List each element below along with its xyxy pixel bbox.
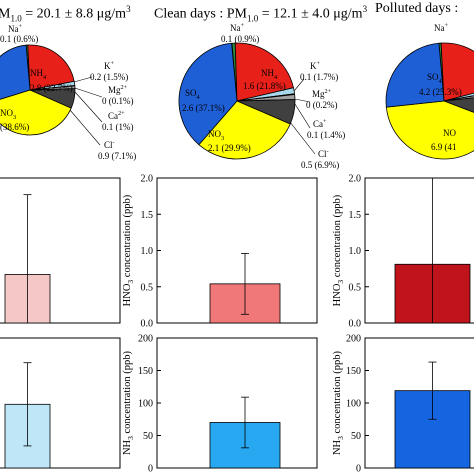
pie-polluted-slice-4 [443,95,474,102]
pie-all-label-no3-value: (38.6%) [0,122,29,132]
bar-hno3-polluted-ytick-label-4: 2.0 [349,174,362,185]
pie-polluted-slice-7 [385,42,445,108]
bar-hno3-polluted-ylabel: HNO3 concentration (ppb) [332,194,345,306]
pie-all-label-k-value: 0.2 (1.5%) [90,72,128,82]
bar-nh3-polluted-ytick-label-2: 100 [346,399,361,410]
pie-all-label-cl-value: 0.9 (7.1%) [98,151,136,161]
pie-polluted-label-so4-value: 4.2 (25.3%) [419,87,462,97]
pie-clean-leader-mg [294,98,311,103]
pie-clean-slice-7 [178,42,238,146]
pie-polluted-label-so4-name: SO4 [427,72,443,85]
pie-all-leader-k [73,76,93,83]
pie-all-label-nh4-name: NH4 [30,68,47,81]
pie-polluted-slice-5 [443,97,474,113]
pie-all-label-k-name: K+ [104,60,115,71]
pie-all-leader-ca [74,91,103,123]
bar-nh3-polluted-ytick-label-0: 0 [356,464,361,474]
pie-clean-label-cl-value: 0.5 (6.9%) [301,160,339,170]
pie-clean-label-mg-name: Mg2+ [312,88,332,99]
pie-clean-label-so4-name: SO4 [185,88,201,101]
pie-clean-label-k-name: K+ [310,60,321,71]
pie-all-label-mg-value: 0 (0.1%) [102,96,134,106]
title-clean-days: Clean days : PM1.0 = 12.1 ± 4.0 μg/m3 [154,4,368,24]
pie-clean-label-nh4-value: 1.6 (21.8%) [243,81,286,91]
pie-clean-label-nh4-name: NH4 [261,68,278,81]
bar-nh3-clean-ylabel: NH3 concentration (ppb) [122,350,135,455]
bar-nh3-polluted-ytick-label-3: 150 [346,366,361,377]
bar-hno3-polluted-ytick-label-2: 1.0 [349,246,362,257]
bar-nh3-clean-ytick-label-3: 150 [138,366,153,377]
title-all-days: M1.0 = 20.1 ± 8.8 μg/m3 [0,4,131,24]
pie-clean-label-no3-name: NO3 [208,129,224,142]
pie-all-label-na-value: 0.1 (0.6%) [0,34,38,44]
bar-hno3-clean-ytick-label-4: 2.0 [141,174,154,185]
pie-all-label-nh4-value: 2.8 (22.7%) [30,83,73,93]
bar-hno3-clean-ytick-label-2: 1.0 [141,246,154,257]
pie-clean-leader-ca [294,103,311,129]
pie-all-leader-cl [69,109,101,146]
bar-nh3-polluted-ytick-label-1: 50 [351,431,361,442]
pie-polluted-label-na-name: Na+ [434,22,449,33]
pie-clean-leader-cl [289,121,316,155]
pie-clean-leader-k [293,78,305,92]
bar-nh3-all-frame [0,337,121,469]
pie-all-slice-1 [27,44,75,91]
title-polluted-days: Polluted days : [375,1,459,16]
bar-nh3-clean-ytick-label-4: 200 [138,334,153,345]
bar-nh3-clean-ytick-label-1: 50 [143,431,153,442]
pie-polluted-slice-2 [443,92,474,102]
pie-clean-slice-1 [234,42,294,102]
bar-nh3-clean-ytick-label-0: 0 [148,464,153,474]
pie-clean-label-so4-value: 2.6 (37.1%) [182,103,225,113]
pie-polluted-slice-6 [385,100,474,160]
pie-clean-label-no3-value: 2.1 (29.9%) [208,143,251,153]
pie-all-label-na-name: Na+ [8,23,23,34]
pie-all-leader-mg [74,87,103,98]
pie-clean-label-na-name: Na+ [230,22,245,33]
bar-nh3-polluted-ytick-label-4: 200 [346,334,361,345]
pie-all-label-mg-name: Mg2+ [108,84,128,95]
pie-clean-label-ca-name: Ca+ [313,118,327,129]
bar-hno3-polluted-ytick-label-0: 0.0 [349,319,362,330]
pie-clean-label-k-value: 0.1 (1.7%) [300,72,338,82]
bar-hno3-polluted-ytick-label-1: 0.5 [349,282,362,293]
pie-clean-label-ca-value: 0.1 (1.4%) [307,130,345,140]
pie-clean-slice-6 [198,100,291,160]
bar-hno3-all-frame [0,177,121,324]
bar-hno3-clean-ylabel: HNO3 concentration (ppb) [122,194,135,306]
pie-clean-label-mg-value: 0 (0.2%) [306,100,338,110]
pie-all-label-ca-value: 0.1 (1%) [102,122,134,132]
bar-hno3-clean-ytick-label-0: 0.0 [141,319,154,330]
pie-polluted-label-no3-name: NO [443,128,456,138]
bar-hno3-clean-ytick-label-1: 0.5 [141,282,154,293]
bar-hno3-clean-ytick-label-3: 1.5 [141,210,154,221]
pie-all-label-no3-name: NO3 [0,108,16,121]
pie-polluted-slice-1 [440,42,474,102]
pie-all-slice-7 [0,44,31,100]
bar-nh3-clean-ytick-label-2: 100 [138,399,153,410]
pie-clean-label-cl-name: Cl- [318,148,329,159]
pie-polluted-label-no3-value: 6.9 (41 [431,142,457,152]
bar-hno3-polluted-ytick-label-3: 1.5 [349,210,362,221]
pie-clean-label-na-value: 0.1 (0.9%) [221,34,259,44]
pie-all-label-cl-name: Cl- [104,139,115,150]
pie-all-slice-6 [0,89,72,136]
bar-nh3-polluted-ylabel: NH3 concentration (ppb) [332,350,345,455]
pie-all-label-ca-name: Ca2+ [108,110,125,121]
